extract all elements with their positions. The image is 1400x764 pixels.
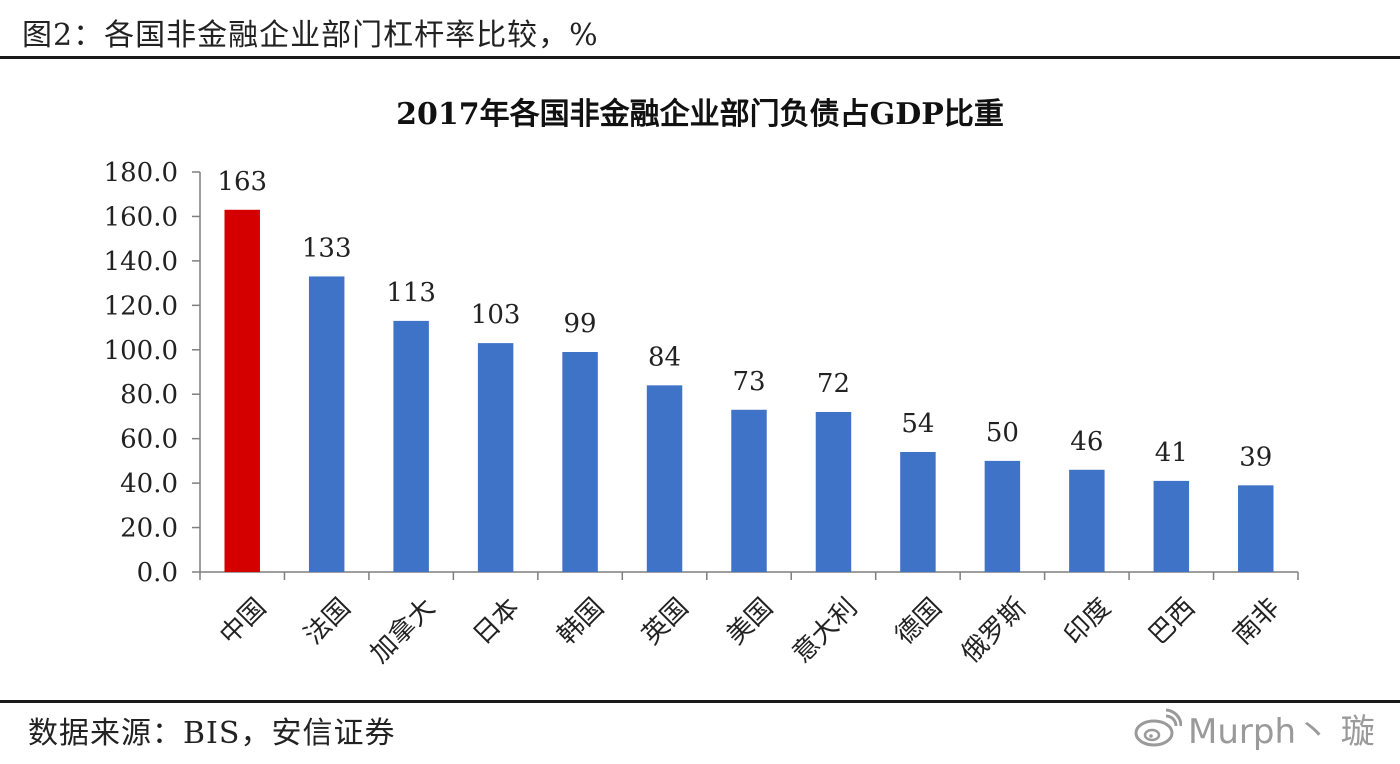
watermark: Murph丶 璇 xyxy=(1132,706,1375,752)
category-label: 俄罗斯 xyxy=(956,593,1032,669)
source-note: 数据来源：BIS，安信证券 xyxy=(28,716,396,751)
data-label: 54 xyxy=(901,409,934,439)
bar xyxy=(731,409,767,572)
category-label: 法国 xyxy=(299,593,357,651)
data-label: 73 xyxy=(732,367,765,397)
weibo-icon xyxy=(1134,708,1182,747)
category-label: 加拿大 xyxy=(365,593,441,669)
y-tick-label: 120.0 xyxy=(104,291,178,321)
category-label: 日本 xyxy=(468,593,526,651)
data-label: 84 xyxy=(648,342,681,372)
y-tick-label: 40.0 xyxy=(120,469,178,499)
y-tick-label: 0.0 xyxy=(137,558,178,588)
category-labels: 中国 法国 加拿大 日本 韩国 英国 美国 意大利 德国 俄罗斯 印度 巴西 南非 xyxy=(214,593,1286,669)
y-tick-label: 140.0 xyxy=(104,247,178,277)
y-tick-label: 60.0 xyxy=(120,425,178,455)
bar xyxy=(1153,480,1190,572)
bar xyxy=(393,320,429,572)
data-label: 46 xyxy=(1070,427,1103,457)
bar xyxy=(308,276,345,572)
x-axis xyxy=(199,571,1299,580)
bar xyxy=(1238,485,1274,572)
category-label: 南非 xyxy=(1228,593,1286,651)
bar-chart: 2017年各国非金融企业部门负债占GDP比重 0.0 20.0 40.0 60.0 80… xyxy=(104,97,1299,669)
data-label: 39 xyxy=(1239,442,1272,472)
bar xyxy=(900,452,936,572)
category-label: 印度 xyxy=(1059,593,1117,651)
category-label: 韩国 xyxy=(552,593,610,651)
top-divider xyxy=(0,56,1400,59)
data-label: 41 xyxy=(1155,438,1188,468)
y-tick-label: 80.0 xyxy=(120,380,178,410)
bar xyxy=(815,412,852,572)
chart-title: 2017年各国非金融企业部门负债占GDP比重 xyxy=(396,97,1004,132)
watermark-text: Murph丶 璇 xyxy=(1188,711,1375,752)
bar xyxy=(1069,469,1105,572)
y-tick-label: 100.0 xyxy=(104,336,178,366)
figure-caption: 图2：各国非金融企业部门杠杆率比较，% xyxy=(22,18,599,53)
y-tick-label: 20.0 xyxy=(120,514,178,544)
category-label: 巴西 xyxy=(1143,593,1201,651)
data-label: 103 xyxy=(471,300,521,330)
data-label: 163 xyxy=(217,167,267,197)
bars xyxy=(224,209,1274,572)
data-label: 50 xyxy=(986,418,1019,448)
data-label: 99 xyxy=(564,309,597,339)
category-label: 英国 xyxy=(637,593,695,651)
data-label: 72 xyxy=(817,369,850,399)
data-labels: 163 133 113 103 99 84 73 72 54 50 46 41 39 xyxy=(217,167,1272,473)
category-label: 美国 xyxy=(721,593,779,651)
y-tick-label: 160.0 xyxy=(104,202,178,232)
bottom-divider xyxy=(0,700,1400,703)
category-label: 意大利 xyxy=(787,593,863,669)
data-label: 113 xyxy=(386,278,436,308)
bar xyxy=(477,343,514,572)
category-label: 德国 xyxy=(890,593,948,651)
bar xyxy=(224,209,260,572)
bar xyxy=(646,385,683,572)
y-tick-label: 180.0 xyxy=(104,158,178,188)
bar xyxy=(984,460,1021,572)
y-axis: 0.0 20.0 40.0 60.0 80.0 100.0 120.0 140.0 160.0 1… xyxy=(104,158,201,588)
data-label: 133 xyxy=(302,233,352,263)
bar xyxy=(562,352,598,572)
category-label: 中国 xyxy=(214,593,272,651)
